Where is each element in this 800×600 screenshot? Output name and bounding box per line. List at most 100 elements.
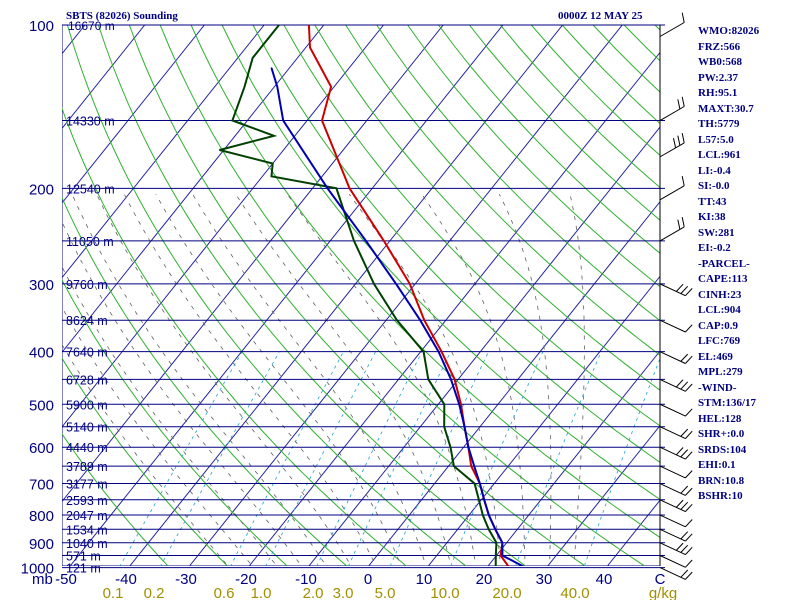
parcel-point [270,67,273,69]
parcel-point [276,86,278,88]
wind-barb-feather [680,531,689,540]
dewpoint-point [453,465,455,467]
dewpoint-point [270,175,273,177]
index-item: LI:-0.4 [698,164,731,177]
mixing-ratio-line [119,351,243,566]
dry-adiabat [314,25,660,391]
pressure-label-700: 700 [29,477,54,494]
temperature-tick-label: 40 [596,571,613,588]
mixing-ratio-tick-label: 3.0 [333,585,354,600]
height-label: 1534 m [66,523,108,537]
wind-barb-feather [685,430,693,439]
wind-barb-feather [680,285,689,294]
wind-barb-feather [685,546,693,555]
moist-adiabat [96,194,352,566]
height-label: 7640 m [66,346,108,360]
pressure-label-900: 900 [29,536,54,553]
mixing-ratio-line [515,351,602,566]
wind-barb-feather [680,353,689,362]
index-item: SHR+:0.0 [698,428,745,440]
index-item: RH:95.1 [698,87,738,99]
wind-barb [659,465,686,479]
wind-barb [659,142,685,158]
wind-barb-feather [681,12,685,23]
parcel-point [494,528,496,530]
plot-border [62,25,660,566]
temperature-point [348,187,351,189]
moist-adiabat [62,220,302,566]
mixing-ratio-line [160,351,280,566]
height-label: 4440 m [66,441,108,455]
parcel-point [483,499,485,501]
wind-barb-feather [675,379,684,388]
wind-barb-feather [685,559,693,568]
moist-adiabat [287,193,477,566]
wind-barb-feather [680,569,689,578]
height-label: 121 m [66,562,101,576]
index-item: SW:281 [698,226,735,239]
dewpoint-series [219,25,498,566]
wind-barb-feather [685,408,693,417]
wind-barb-feather [680,501,689,510]
dewpoint-point [273,135,275,137]
wind-barb-feather [680,428,689,437]
height-label: 9760 m [66,278,108,292]
index-item: MAXT:30.7 [698,102,754,115]
isotherm-line [189,25,623,566]
parcel-point [419,319,421,321]
dry-adiabat [62,279,288,566]
temperature-tick-label: 10 [416,571,433,588]
temperature-tick-label: -50 [55,571,77,588]
isotherm-line [547,424,660,566]
temperature-tick-label: -40 [115,571,137,588]
temperature-point [454,378,456,380]
index-item: CINH:23 [698,288,742,301]
wind-barb-feather [681,133,685,143]
parcel-point [501,554,503,557]
wind-barb-feather [681,96,685,107]
wind-barb [659,528,686,542]
wind-barb [659,483,686,496]
wind-barb-feather [681,217,685,227]
wind-barb-feather [677,219,681,230]
moist-adiabat [348,193,501,566]
temperature-tick-label: C [655,571,666,588]
pressure-label-100: 100 [29,18,54,35]
wind-barb [659,319,686,333]
index-item: -PARCEL- [698,257,750,270]
dewpoint-point [243,86,246,88]
isotherm-line [62,25,265,279]
wind-barb-feather [675,542,684,551]
index-item: LCL:961 [698,149,741,161]
wind-barb-feather [677,99,681,110]
index-item: EHI:0.1 [698,459,736,471]
pressure-label-200: 200 [29,181,54,198]
dewpoint-point [423,351,425,353]
moist-adiabat [421,193,526,566]
isotherm-line [69,25,504,566]
dry-adiabat [62,433,169,566]
height-label: 11050 m [66,235,114,249]
index-item: HEL:128 [698,412,742,425]
moist-adiabat [192,193,427,566]
pressure-label-400: 400 [29,345,54,362]
isotherm-line [308,126,660,566]
wind-barb-feather [673,137,677,149]
temperature-tick-label: -30 [175,571,197,588]
dewpoint-point [443,403,445,405]
dry-adiabat [97,25,527,566]
parcel-point [438,351,440,353]
temperature-point [423,319,425,321]
temperature-point [500,554,502,557]
parcel-point [488,514,490,516]
index-item: FRZ:566 [698,40,741,53]
pressure-label-800: 800 [29,508,54,525]
index-item: WMO:82026 [698,25,760,37]
temperature-point [460,403,462,405]
parcel-point [365,240,367,242]
wind-barb [659,185,685,201]
dry-adiabat [190,25,660,538]
pressure-unit-label: mb [32,571,53,588]
mixing-ratio-line [450,351,544,566]
isotherm-line [62,25,384,428]
